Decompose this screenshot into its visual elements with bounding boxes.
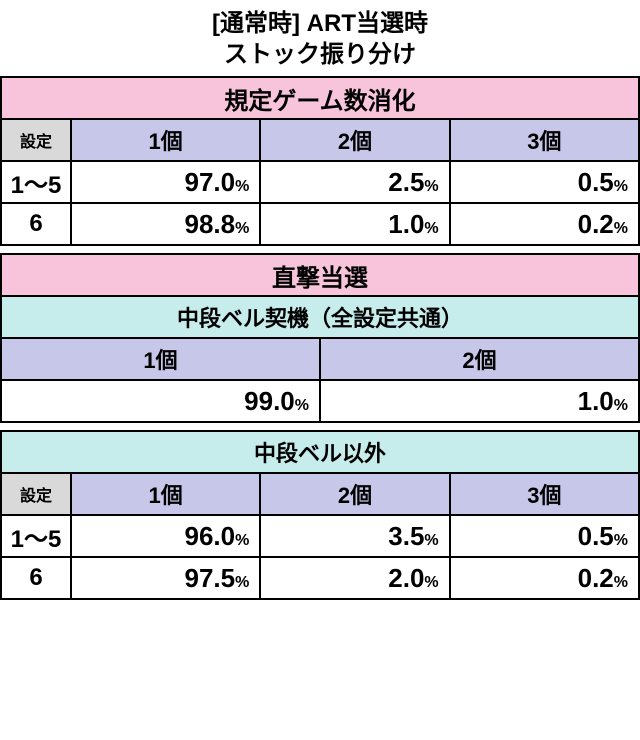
section-2-subtitle: 中段ベル契機（全設定共通） <box>1 296 639 338</box>
section-2-title: 直撃当選 <box>1 254 639 296</box>
spacer <box>1 422 639 430</box>
col-3-header: 3個 <box>450 473 639 515</box>
title-line-1: [通常時] ART当選時 <box>212 10 428 37</box>
settei-cell: 6 <box>1 557 71 599</box>
title-line-2: ストック振り分け <box>224 41 416 68</box>
section-3-table: 中段ベル以外 設定 1個 2個 3個 1〜5 96.0% 3.5% 0.5% 6… <box>0 430 640 600</box>
settei-cell: 1〜5 <box>1 161 71 203</box>
value-cell: 1.0% <box>320 380 639 422</box>
settei-cell: 1〜5 <box>1 515 71 557</box>
table-row: 1〜5 97.0% 2.5% 0.5% <box>1 161 639 203</box>
section-1-title: 規定ゲーム数消化 <box>1 77 639 119</box>
col-1-header: 1個 <box>1 338 320 380</box>
table-row: 6 98.8% 1.0% 0.2% <box>1 203 639 245</box>
value-cell: 1.0% <box>260 203 449 245</box>
col-2-header: 2個 <box>260 473 449 515</box>
value-cell: 2.0% <box>260 557 449 599</box>
section-1-header-row: 規定ゲーム数消化 <box>1 77 639 119</box>
section-2-table: 直撃当選 中段ベル契機（全設定共通） 1個 2個 99.0% 1.0% <box>0 253 640 430</box>
section-1-table: 規定ゲーム数消化 設定 1個 2個 3個 1〜5 97.0% 2.5% 0.5%… <box>0 76 640 253</box>
table-row: 99.0% 1.0% <box>1 380 639 422</box>
value-cell: 3.5% <box>260 515 449 557</box>
col-3-header: 3個 <box>450 119 639 161</box>
section-1-col-header-row: 設定 1個 2個 3個 <box>1 119 639 161</box>
value-cell: 99.0% <box>1 380 320 422</box>
value-cell: 98.8% <box>71 203 260 245</box>
section-3-header-row: 中段ベル以外 <box>1 431 639 473</box>
settei-header: 設定 <box>1 119 71 161</box>
value-cell: 97.5% <box>71 557 260 599</box>
section-3-col-header-row: 設定 1個 2個 3個 <box>1 473 639 515</box>
section-2-sub-header-row: 中段ベル契機（全設定共通） <box>1 296 639 338</box>
value-cell: 0.2% <box>450 557 639 599</box>
col-1-header: 1個 <box>71 119 260 161</box>
value-cell: 96.0% <box>71 515 260 557</box>
value-cell: 0.2% <box>450 203 639 245</box>
table-container: [通常時] ART当選時 ストック振り分け 規定ゲーム数消化 設定 1個 2個 … <box>0 0 640 600</box>
col-2-header: 2個 <box>260 119 449 161</box>
value-cell: 0.5% <box>450 161 639 203</box>
settei-header: 設定 <box>1 473 71 515</box>
value-cell: 97.0% <box>71 161 260 203</box>
main-title: [通常時] ART当選時 ストック振り分け <box>0 0 640 76</box>
section-2-col-header-row: 1個 2個 <box>1 338 639 380</box>
table-row: 6 97.5% 2.0% 0.2% <box>1 557 639 599</box>
section-3-title: 中段ベル以外 <box>1 431 639 473</box>
value-cell: 2.5% <box>260 161 449 203</box>
value-cell: 0.5% <box>450 515 639 557</box>
col-2-header: 2個 <box>320 338 639 380</box>
table-row: 1〜5 96.0% 3.5% 0.5% <box>1 515 639 557</box>
settei-cell: 6 <box>1 203 71 245</box>
col-1-header: 1個 <box>71 473 260 515</box>
spacer <box>1 245 639 253</box>
section-2-header-row: 直撃当選 <box>1 254 639 296</box>
